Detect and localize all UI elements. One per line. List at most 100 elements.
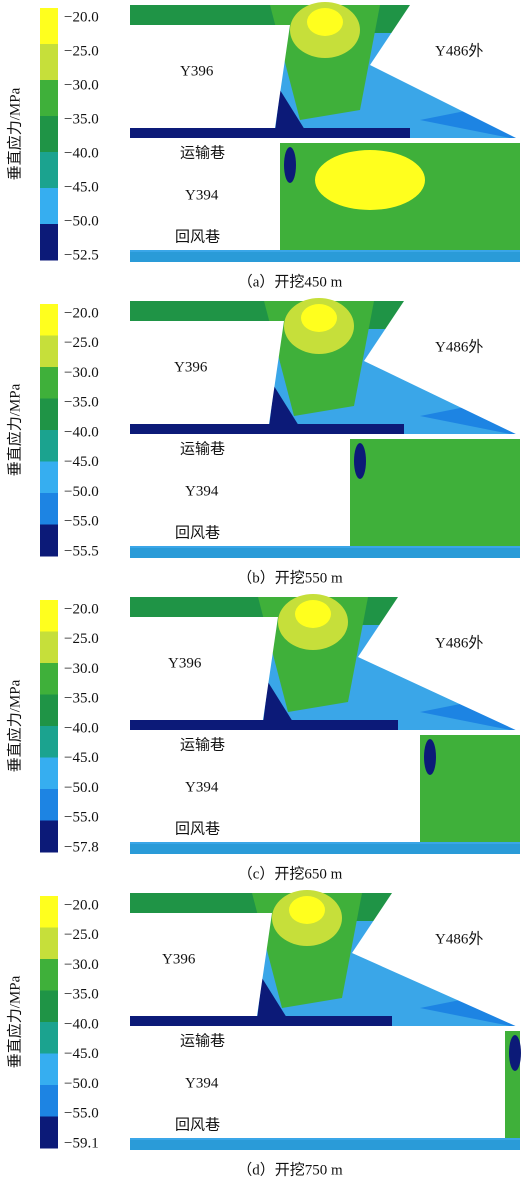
label: 回风巷 (175, 228, 220, 245)
label: Y396 (174, 359, 208, 375)
colorbar-label: −25.0 (64, 335, 99, 351)
colorbar-title: 垂直应力/MPa (5, 383, 23, 476)
label: 运输巷 (180, 1032, 225, 1049)
label: Y396 (180, 63, 214, 79)
colorbar-band (40, 789, 58, 821)
colorbar-title: 垂直应力/MPa (5, 87, 23, 180)
label: Y394 (185, 1075, 219, 1091)
panel: −20.0 −25.0 −30.0 −35.0 −40.0 −45.0 −50.0 −55.0… (5, 890, 521, 1178)
colorbar-band (40, 188, 58, 225)
colorbar-band (40, 1053, 58, 1086)
colorbar-band (40, 461, 58, 494)
colorbar-label: −20.0 (64, 9, 99, 25)
void-upper-left (130, 617, 278, 720)
caption: （c）开挖650 m (238, 865, 343, 882)
colorbar-band (40, 524, 58, 557)
colorbar-label: −30.0 (64, 957, 99, 973)
colorbar-title: 垂直应力/MPa (5, 679, 23, 772)
gob-yellow (315, 150, 425, 210)
colorbar-label: −55.0 (64, 514, 99, 530)
colorbar-band (40, 367, 58, 399)
zone-yellow (289, 896, 325, 924)
void-roadway (130, 730, 520, 735)
zone-deep (257, 978, 287, 1020)
void-upper-right (364, 301, 520, 436)
label: Y486外 (435, 930, 483, 947)
colorbar-band (40, 820, 58, 853)
gob-deep (354, 443, 366, 479)
colorbar-band (40, 927, 58, 960)
colorbar-title: 垂直应力/MPa (5, 975, 23, 1068)
colorbar-label: −40.0 (64, 720, 99, 736)
colorbar-band (40, 990, 58, 1023)
zone-yellow (307, 8, 343, 36)
void-upper-right (358, 597, 520, 732)
void-upper-left (130, 321, 284, 424)
zone-yellow (295, 600, 331, 628)
colorbar-band (40, 1116, 58, 1149)
bottom-strip (130, 844, 520, 854)
zone-deep (263, 682, 293, 724)
colorbar-band (40, 959, 58, 991)
colorbar-label: −45.0 (64, 179, 99, 195)
colorbar-label: −59.1 (64, 1135, 99, 1151)
void-roadway (130, 1026, 520, 1031)
colorbar-band (40, 335, 58, 368)
label: 回风巷 (175, 820, 220, 837)
gob-deep (424, 739, 436, 775)
colorbar-label: −20.0 (64, 601, 99, 617)
colorbar-label: −20.0 (64, 305, 99, 321)
gob-deep (284, 147, 296, 183)
void-lower (130, 732, 420, 842)
bottom-strip (130, 548, 520, 558)
colorbar-label: −45.0 (64, 750, 99, 766)
colorbar-label: −35.0 (64, 395, 99, 411)
colorbar-band (40, 757, 58, 790)
colorbar-band (40, 694, 58, 727)
colorbar-label: −40.0 (64, 145, 99, 161)
bottom-strip (130, 1140, 520, 1150)
void-lower (130, 436, 350, 546)
colorbar-label: −50.0 (64, 1076, 99, 1092)
void-lower (130, 140, 280, 250)
colorbar-label: −45.0 (64, 454, 99, 470)
void-lower (130, 1028, 505, 1138)
label: Y486外 (435, 634, 483, 651)
colorbar-band (40, 1022, 58, 1054)
void-upper-right (352, 893, 520, 1028)
colorbar-band (40, 600, 58, 632)
colorbar-label: −52.5 (64, 247, 99, 263)
colorbar-label: −30.0 (64, 365, 99, 381)
colorbar-label: −30.0 (64, 77, 99, 93)
panel: −20.0 −25.0 −30.0 −35.0 −40.0 −45.0 −50.0 −52.5… (5, 2, 520, 290)
colorbar-band (40, 80, 58, 117)
colorbar-label: −40.0 (64, 1016, 99, 1032)
colorbar-band (40, 116, 58, 153)
label: 回风巷 (175, 524, 220, 541)
void-upper-left (130, 913, 272, 1016)
gob-zone (420, 734, 520, 842)
colorbar-band (40, 224, 58, 261)
colorbar-label: −55.0 (64, 810, 99, 826)
roadway-dark (130, 128, 410, 138)
label: Y486外 (435, 42, 483, 59)
roadway-dark (130, 1016, 392, 1026)
caption: （a）开挖450 m (238, 273, 343, 290)
label: Y394 (185, 187, 219, 203)
colorbar-band (40, 430, 58, 462)
void-roadway (130, 434, 520, 439)
colorbar-band (40, 304, 58, 336)
zone-deep (269, 386, 299, 428)
label: Y396 (162, 951, 196, 967)
colorbar-band (40, 398, 58, 431)
gob-zone (350, 438, 520, 546)
colorbar-band (40, 44, 58, 81)
bottom-strip (130, 252, 520, 262)
colorbar-band (40, 896, 58, 928)
colorbar-label: −35.0 (64, 691, 99, 707)
colorbar-band (40, 1085, 58, 1117)
gob-deep (509, 1035, 521, 1071)
void-roadway (130, 138, 520, 143)
colorbar-label: −55.5 (64, 543, 99, 559)
colorbar-label: −45.0 (64, 1046, 99, 1062)
